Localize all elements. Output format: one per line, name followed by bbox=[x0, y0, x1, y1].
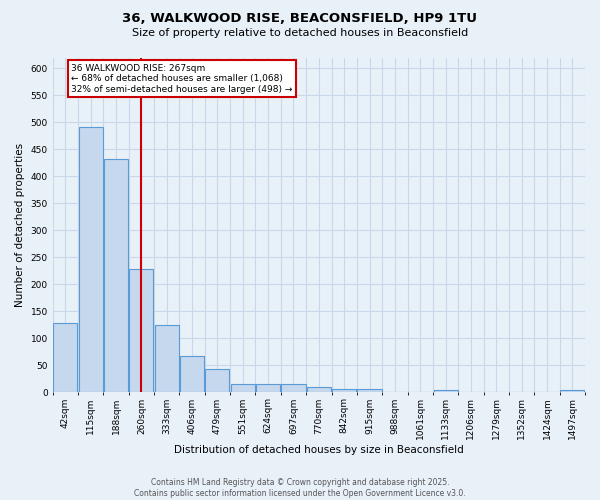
Bar bbox=[205, 368, 229, 392]
Bar bbox=[332, 389, 356, 392]
Bar bbox=[434, 390, 458, 392]
Bar bbox=[256, 384, 280, 392]
Text: Size of property relative to detached houses in Beaconsfield: Size of property relative to detached ho… bbox=[132, 28, 468, 38]
Bar bbox=[53, 324, 77, 392]
X-axis label: Distribution of detached houses by size in Beaconsfield: Distribution of detached houses by size … bbox=[174, 445, 464, 455]
Bar bbox=[560, 390, 584, 392]
Bar bbox=[281, 384, 305, 392]
Text: Contains HM Land Registry data © Crown copyright and database right 2025.
Contai: Contains HM Land Registry data © Crown c… bbox=[134, 478, 466, 498]
Bar bbox=[231, 384, 255, 392]
Text: 36 WALKWOOD RISE: 267sqm
← 68% of detached houses are smaller (1,068)
32% of sem: 36 WALKWOOD RISE: 267sqm ← 68% of detach… bbox=[71, 64, 293, 94]
Bar bbox=[358, 389, 382, 392]
Bar bbox=[130, 270, 154, 392]
Text: 36, WALKWOOD RISE, BEACONSFIELD, HP9 1TU: 36, WALKWOOD RISE, BEACONSFIELD, HP9 1TU bbox=[122, 12, 478, 26]
Y-axis label: Number of detached properties: Number of detached properties bbox=[15, 143, 25, 307]
Bar bbox=[79, 126, 103, 392]
Bar bbox=[104, 159, 128, 392]
Bar bbox=[155, 326, 179, 392]
Bar bbox=[307, 386, 331, 392]
Bar bbox=[180, 356, 204, 393]
